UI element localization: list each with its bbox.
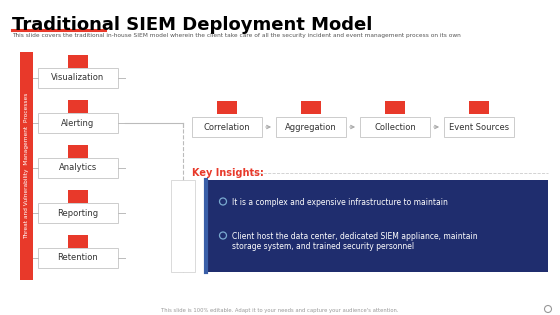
FancyBboxPatch shape [68,100,88,113]
Text: Aggregation: Aggregation [285,123,337,131]
FancyBboxPatch shape [171,180,195,272]
Text: Reporting: Reporting [58,209,99,217]
FancyBboxPatch shape [205,180,548,272]
FancyBboxPatch shape [68,145,88,158]
FancyBboxPatch shape [469,101,489,114]
FancyBboxPatch shape [444,117,514,137]
Text: Event Sources: Event Sources [449,123,509,131]
Text: Correlation: Correlation [204,123,250,131]
Text: Key Insights:: Key Insights: [192,168,264,178]
FancyBboxPatch shape [38,68,118,88]
Text: Threat and Vulnerability  Management  Processes: Threat and Vulnerability Management Proc… [24,93,29,239]
FancyBboxPatch shape [360,117,430,137]
Text: Client host the data center, dedicated SIEM appliance, maintain
storage system, : Client host the data center, dedicated S… [232,232,478,251]
Text: Analytics: Analytics [59,163,97,173]
FancyBboxPatch shape [301,101,321,114]
FancyBboxPatch shape [68,55,88,68]
FancyBboxPatch shape [68,235,88,248]
FancyBboxPatch shape [20,52,33,280]
FancyBboxPatch shape [38,203,118,223]
Text: Visualization: Visualization [52,73,105,83]
Text: Traditional SIEM Deployment Model: Traditional SIEM Deployment Model [12,16,372,34]
FancyBboxPatch shape [217,101,237,114]
FancyBboxPatch shape [68,190,88,203]
FancyBboxPatch shape [385,101,405,114]
FancyBboxPatch shape [276,117,346,137]
Text: Retention: Retention [58,254,99,262]
Text: It is a complex and expensive infrastructure to maintain: It is a complex and expensive infrastruc… [232,198,448,207]
Text: Collection: Collection [374,123,416,131]
FancyBboxPatch shape [38,113,118,133]
FancyBboxPatch shape [38,158,118,178]
Text: Alerting: Alerting [62,118,95,128]
FancyBboxPatch shape [38,248,118,268]
FancyBboxPatch shape [192,117,262,137]
Text: This slide covers the traditional in-house SIEM model wherein the client take ca: This slide covers the traditional in-hou… [12,33,461,38]
Text: This slide is 100% editable. Adapt it to your needs and capture your audience's : This slide is 100% editable. Adapt it to… [161,308,399,313]
